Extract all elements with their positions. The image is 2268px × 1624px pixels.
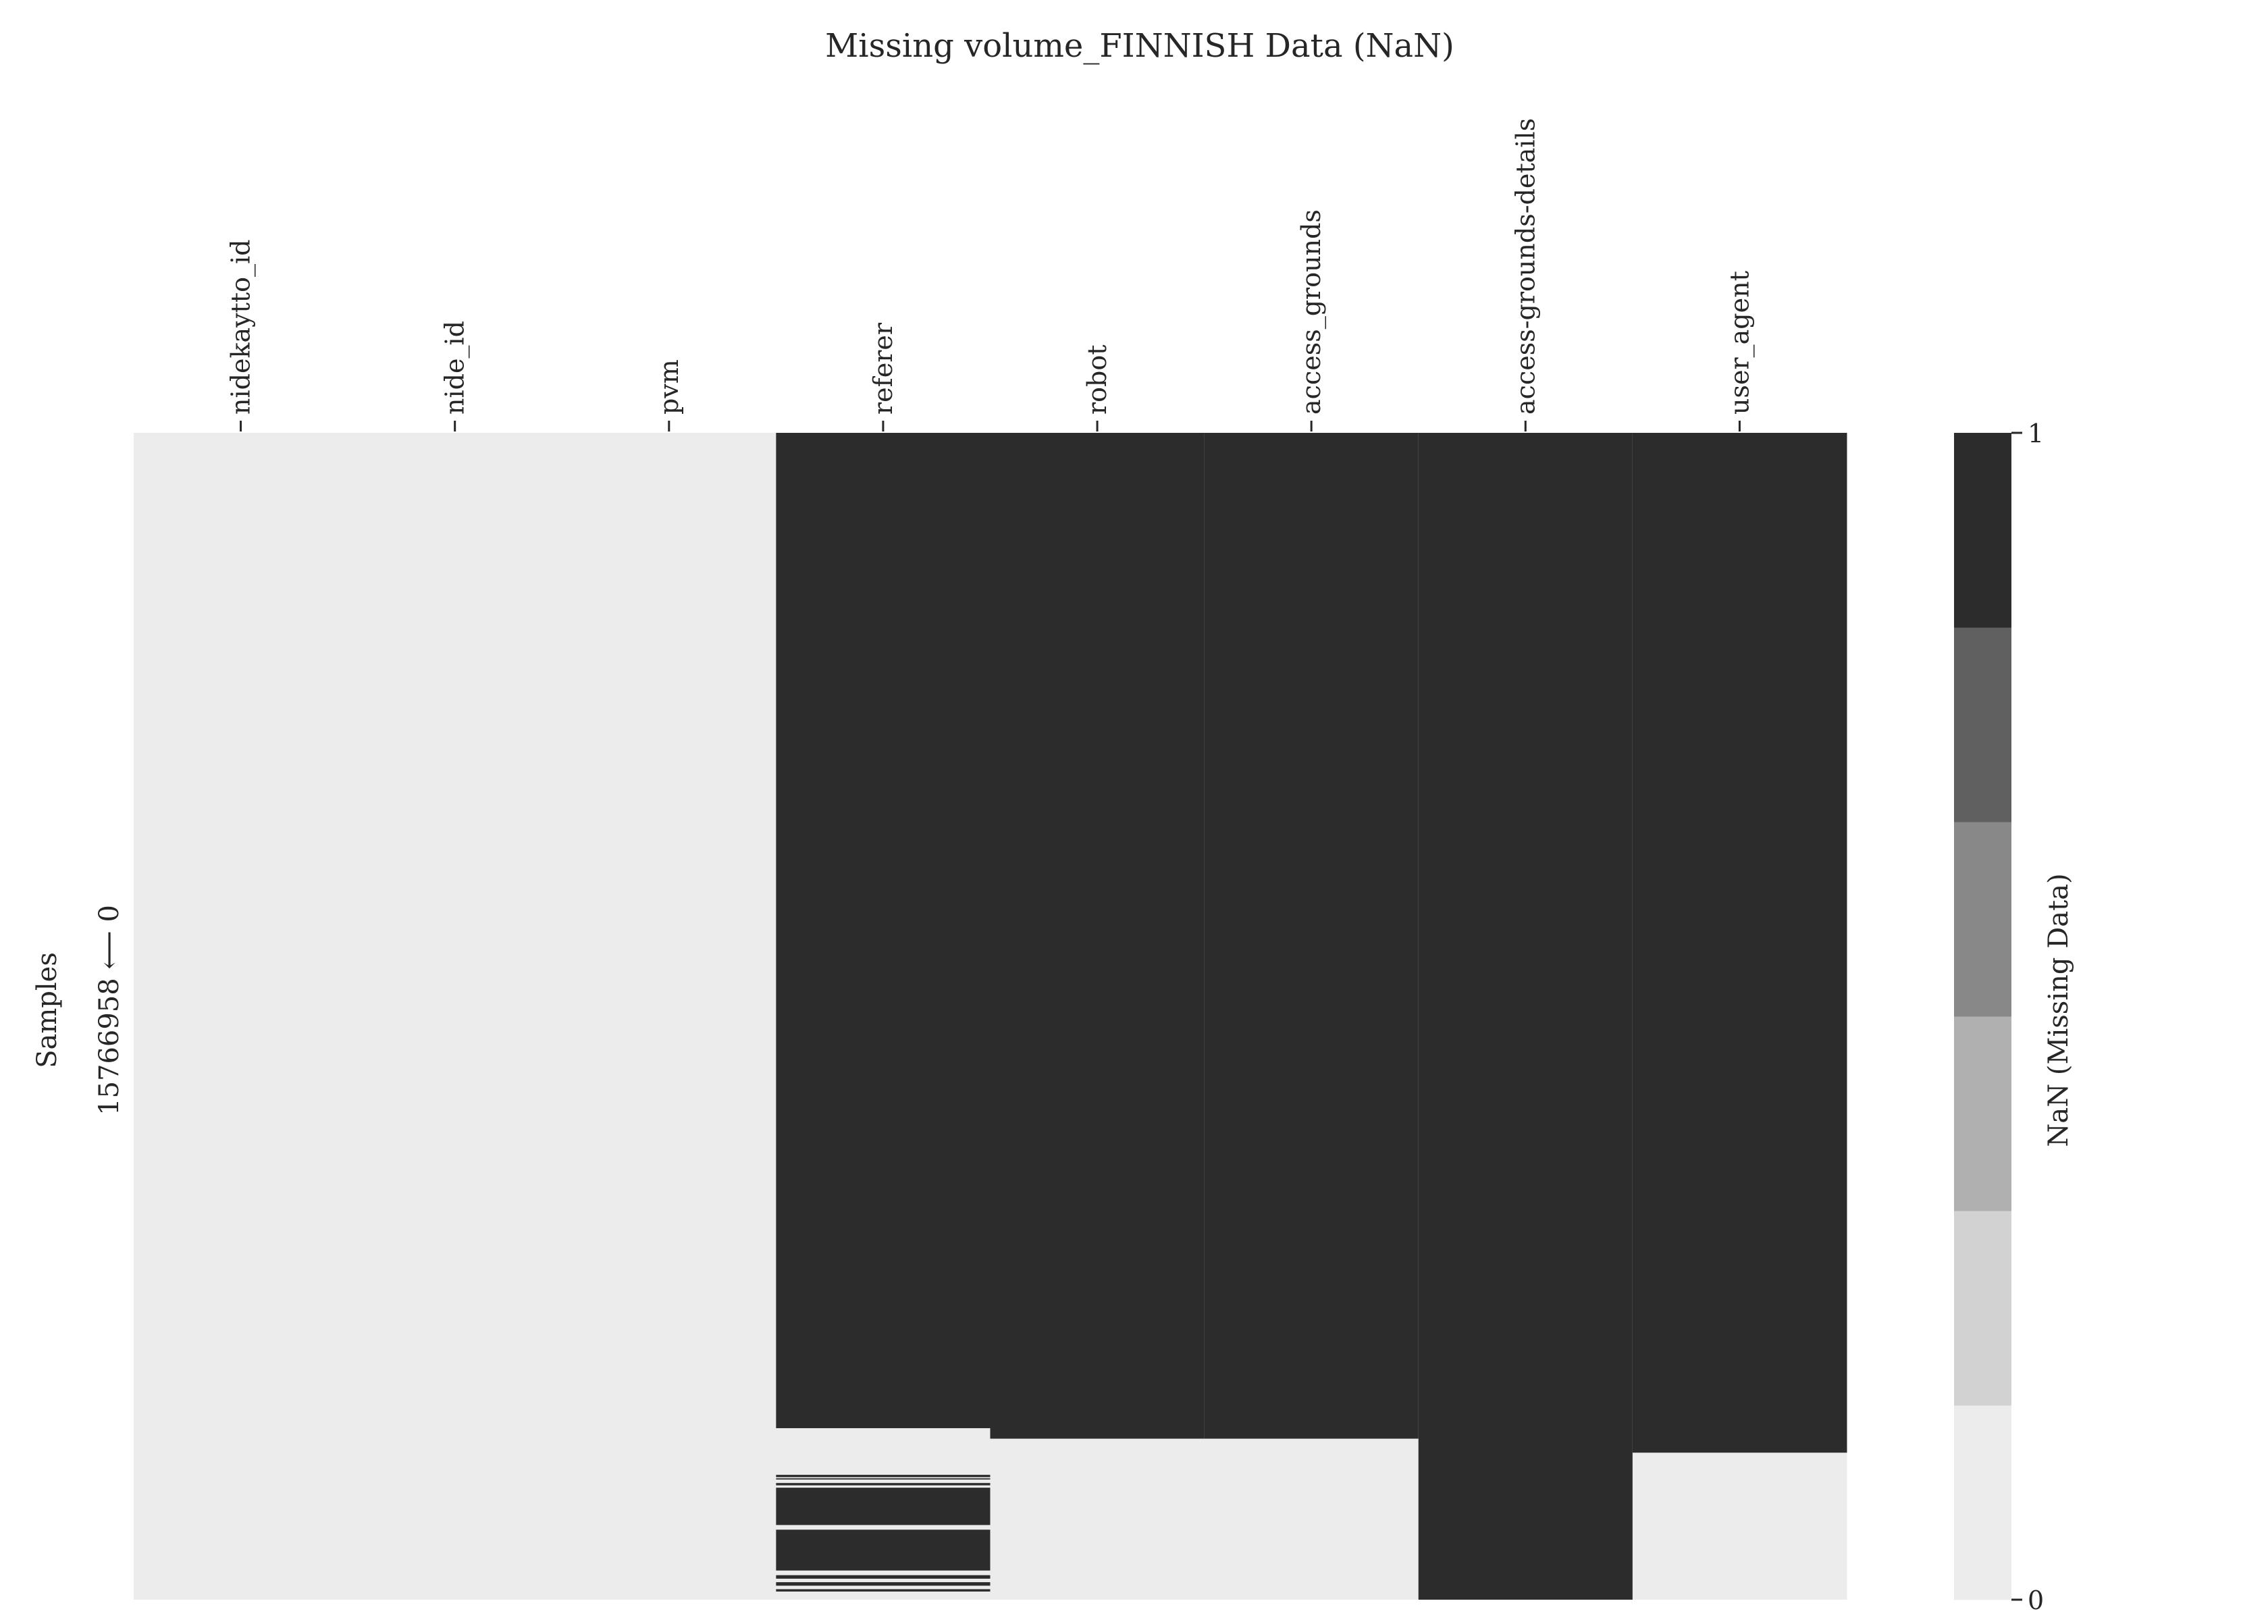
colorbar-tick-label-1: 1 [2028, 419, 2044, 448]
missing-run-referer-8 [776, 1589, 991, 1592]
colorbar-label: NaN (Missing Data) [2043, 873, 2074, 1147]
missing-run-referer-0 [776, 433, 991, 1428]
colorbar-segment-2 [1954, 1016, 2011, 1211]
column-label-access_grounds: access_grounds [1296, 209, 1327, 415]
missing-run-referer-4 [776, 1488, 991, 1525]
missing-run-access_grounds-0 [1204, 433, 1419, 1439]
missing-run-referer-3 [776, 1483, 991, 1486]
y-axis-label: Samples [32, 952, 63, 1068]
column-label-nidekaytto_id: nidekaytto_id [226, 240, 257, 415]
colorbar-segment-0 [1954, 1405, 2011, 1600]
missing-run-referer-2 [776, 1478, 991, 1480]
colorbar-segment-3 [1954, 822, 2011, 1017]
missing-run-referer-1 [776, 1475, 991, 1477]
column-label-robot: robot [1082, 344, 1112, 415]
column-label-pvm: pvm [654, 359, 684, 415]
colorbar-segment-4 [1954, 627, 2011, 822]
column-label-referer: referer [868, 322, 898, 415]
missing-run-referer-5 [776, 1529, 991, 1571]
missing-run-robot-0 [990, 433, 1205, 1439]
chart-title: Missing volume_FINNISH Data (NaN) [825, 27, 1454, 65]
colorbar-segment-1 [1954, 1211, 2011, 1406]
missing-run-referer-7 [776, 1582, 991, 1586]
colorbar-tick-label-0: 0 [2028, 1586, 2044, 1615]
missing-run-user_agent-0 [1632, 433, 1847, 1453]
column-labels: nidekaytto_id nide_id pvm referer robot acces… [226, 118, 1755, 431]
column-present-pvm [562, 433, 776, 1600]
heatmap-cells [134, 433, 1847, 1600]
missing-run-referer-6 [776, 1575, 991, 1579]
column-label-access-grounds-details: access-grounds-details [1510, 118, 1540, 415]
column-label-nide_id: nide_id [440, 321, 471, 415]
column-present-nidekaytto_id [134, 433, 348, 1600]
y-range-label: 15766958 ⟵ 0 [94, 905, 125, 1116]
colorbar-segment-5 [1954, 433, 2011, 628]
column-present-nide_id [348, 433, 562, 1600]
missing-run-access-grounds-details-0 [1418, 433, 1633, 1600]
column-label-user_agent: user_agent [1724, 271, 1755, 415]
colorbar: 01 [1954, 419, 2044, 1615]
